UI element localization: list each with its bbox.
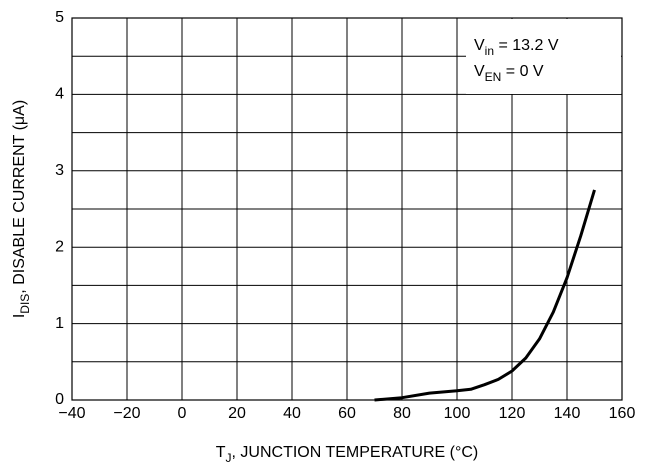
axis-label-text: , DISABLE CURRENT (μA)	[11, 100, 28, 294]
data-line	[374, 189, 596, 402]
x-tick-label: 120	[499, 405, 526, 422]
y-tick-label: 5	[55, 9, 64, 26]
x-tick-label: 100	[444, 405, 471, 422]
annotation-text: V	[474, 37, 485, 54]
annotation: VEN = 0 V	[474, 63, 544, 84]
annotation-text: = 13.2 V	[494, 37, 559, 54]
x-tick-label: 20	[228, 405, 246, 422]
x-tick-label: 60	[338, 405, 356, 422]
y-tick-label: 1	[55, 315, 64, 332]
annotation-sub: in	[485, 44, 494, 58]
y-tick-label: 3	[55, 162, 64, 179]
axis-label-text: T	[216, 444, 226, 461]
annotation-box	[466, 19, 621, 94]
x-tick-label: 160	[609, 405, 636, 422]
x-tick-label: 0	[178, 405, 187, 422]
x-tick-label: 40	[283, 405, 301, 422]
x-tick-label: 80	[393, 405, 411, 422]
annotation-text: V	[474, 63, 485, 80]
axis-label-sub: J	[226, 451, 232, 465]
x-axis-label: TJ, JUNCTION TEMPERATURE (°C)	[216, 444, 478, 465]
annotation-text: = 0 V	[501, 63, 544, 80]
axis-label-sub: DIS	[18, 294, 32, 314]
annotation-sub: EN	[485, 70, 502, 84]
x-tick-label: 140	[554, 405, 581, 422]
x-tick-label: −40	[58, 405, 85, 422]
y-tick-label: 4	[55, 86, 64, 103]
annotation: Vin = 13.2 V	[474, 37, 559, 58]
axis-label-text: , JUNCTION TEMPERATURE (°C)	[232, 444, 479, 461]
y-tick-label: 2	[55, 238, 64, 255]
plot-frame	[71, 17, 623, 401]
y-tick-label: 0	[55, 391, 64, 408]
x-tick-label: −20	[113, 405, 140, 422]
axis-label-text: I	[11, 314, 28, 318]
y-axis-label: IDIS, DISABLE CURRENT (μA)	[11, 100, 32, 318]
